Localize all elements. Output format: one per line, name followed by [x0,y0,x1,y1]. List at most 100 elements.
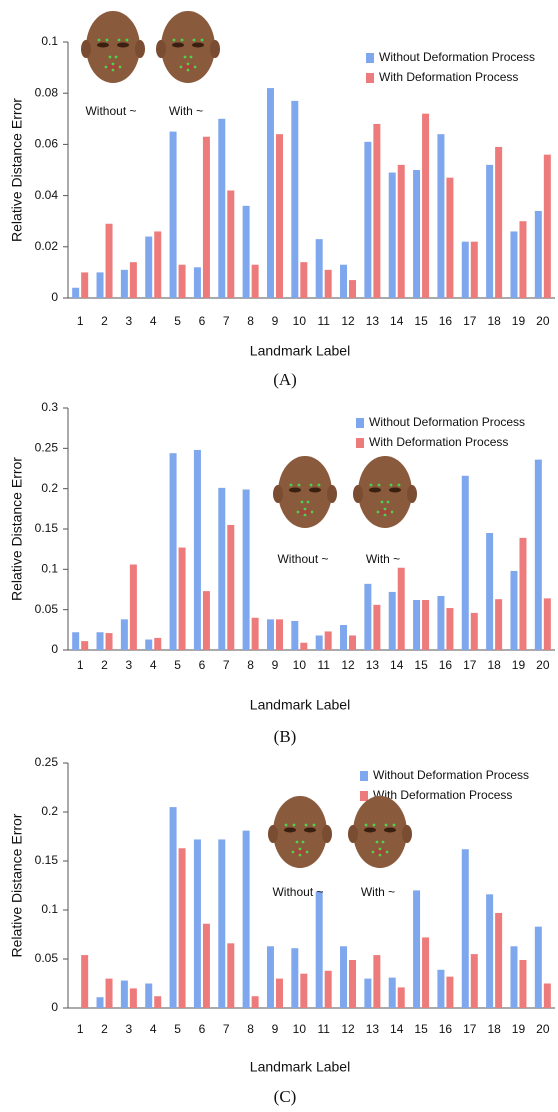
face-landmark [376,510,380,514]
bar [364,583,372,650]
caption: (A) [273,370,297,389]
y-axis-title: Relative Distance Error [9,98,25,242]
face-landmark [385,850,389,854]
face-landmark [378,847,382,851]
x-tick-label: 9 [272,658,279,672]
bar [145,236,153,298]
face-landmark [284,823,288,827]
bar [300,973,308,1008]
bar [510,570,518,650]
x-tick-label: 1 [77,314,84,328]
face-landmark [289,483,293,487]
x-tick-label: 5 [174,658,181,672]
x-tick-label: 10 [293,314,307,328]
annotation: With ~ [169,104,203,118]
bar [373,604,381,650]
face-ear [348,825,358,843]
face-landmark [111,68,115,72]
face-landmark [179,65,183,69]
x-tick-label: 17 [463,1022,477,1036]
bar [495,146,503,298]
annotation: Without ~ [272,885,323,899]
x-tick-label: 20 [536,314,550,328]
face-eye [192,42,204,48]
face-eye [289,487,301,493]
bar [461,849,469,1008]
bar [534,210,542,298]
face-landmark [389,483,393,487]
face-head [86,11,140,83]
y-tick-label: 0.04 [35,188,59,202]
legend-label: Without Deformation Process [373,768,529,782]
face-mouth [373,849,387,855]
x-tick-label: 12 [341,314,355,328]
bar [543,154,551,298]
face-landmark [386,500,390,504]
y-tick-label: 0.06 [35,137,59,151]
x-tick-label: 14 [390,1022,404,1036]
annotation: Without ~ [85,104,136,118]
face-landmark [114,55,118,59]
legend-label: Without Deformation Process [379,50,535,64]
x-tick-label: 10 [293,1022,307,1036]
bar [251,264,259,298]
y-tick-label: 0.08 [35,85,59,99]
face-head [358,456,412,528]
bar [154,231,162,298]
face-ear [81,40,91,58]
x-tick-label: 3 [126,1022,133,1036]
bar [81,955,89,1008]
x-tick-label: 7 [223,314,230,328]
x-tick-label: 3 [126,658,133,672]
x-tick-label: 15 [414,1022,428,1036]
face-landmark [125,38,129,42]
bar [193,267,201,298]
bar [120,619,128,650]
bar [388,591,396,650]
bar [218,839,226,1008]
face-ear [353,485,363,503]
bar [486,164,494,298]
x-tick-label: 1 [77,1022,84,1036]
face-landmark [378,853,382,857]
x-tick-label: 18 [487,314,501,328]
bar [72,632,80,650]
x-tick-label: 14 [390,658,404,672]
x-axis-title: Landmark Label [250,1059,350,1075]
face-landmark [172,38,176,42]
y-tick-label: 0.25 [35,755,59,769]
bar [72,287,80,298]
x-tick-label: 19 [512,1022,526,1036]
x-tick-label: 11 [317,658,330,672]
y-tick-label: 0.1 [41,562,58,576]
bar [96,997,104,1008]
bar [266,619,274,650]
face-eye [364,827,376,833]
bar [242,830,250,1008]
face-landmark [381,840,385,844]
face-landmark [298,853,302,857]
face-head [273,796,327,868]
bar [291,948,299,1008]
bar [349,280,357,298]
x-tick-label: 6 [199,1022,206,1036]
bar [315,239,323,298]
face-eye [304,827,316,833]
x-tick-label: 16 [439,658,453,672]
bar [397,567,405,650]
face-landmark [97,38,101,42]
face-landmark [193,65,197,69]
bar [437,134,445,298]
x-tick-label: 12 [341,658,355,672]
legend-swatch [366,73,374,83]
x-tick-label: 19 [512,314,526,328]
bar [364,141,372,298]
bar [251,996,259,1008]
face-head [353,796,407,868]
bar [202,591,210,650]
face-landmark [309,483,313,487]
x-tick-label: 13 [366,1022,380,1036]
bar [242,489,250,650]
bar [486,533,494,650]
face-landmark [297,483,301,487]
